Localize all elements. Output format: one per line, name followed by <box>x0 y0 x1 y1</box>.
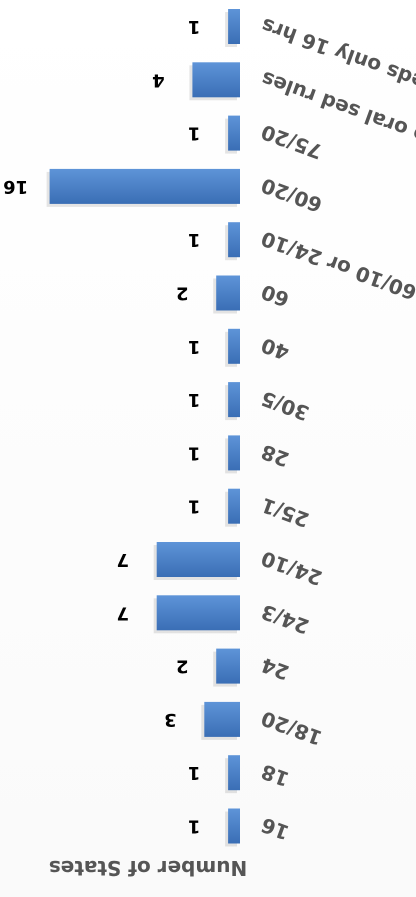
data-label: 3 <box>164 709 177 730</box>
data-label: 1 <box>188 229 201 250</box>
bar-6 <box>228 488 240 524</box>
data-label: 2 <box>176 283 189 304</box>
data-label: 1 <box>188 16 201 37</box>
data-label: 1 <box>188 816 201 837</box>
data-label: 1 <box>188 496 201 517</box>
data-label: 16 <box>3 176 28 197</box>
data-label: 7 <box>116 602 129 623</box>
data-label: 2 <box>176 656 189 677</box>
data-label: 7 <box>116 549 129 570</box>
bar-9 <box>228 328 240 364</box>
data-label: 1 <box>188 389 201 410</box>
data-label: 4 <box>152 69 165 90</box>
bar-15 <box>228 9 240 44</box>
bar-14 <box>192 62 240 98</box>
bar-4 <box>156 595 240 631</box>
bar-3 <box>216 648 240 684</box>
bar-10 <box>216 275 240 311</box>
bar-11 <box>228 222 240 258</box>
bar-1 <box>228 755 240 791</box>
bar-2 <box>204 701 240 737</box>
bar-5 <box>156 542 240 577</box>
axis-title: Number of States <box>49 856 247 880</box>
bar-13 <box>228 115 240 151</box>
data-label: 1 <box>188 336 201 357</box>
data-label: 1 <box>188 123 201 144</box>
data-label: 1 <box>188 442 201 463</box>
bar-8 <box>228 382 240 418</box>
bar-0 <box>228 808 240 844</box>
bar-7 <box>228 435 240 471</box>
bar-12 <box>49 168 240 204</box>
data-label: 1 <box>188 762 201 783</box>
